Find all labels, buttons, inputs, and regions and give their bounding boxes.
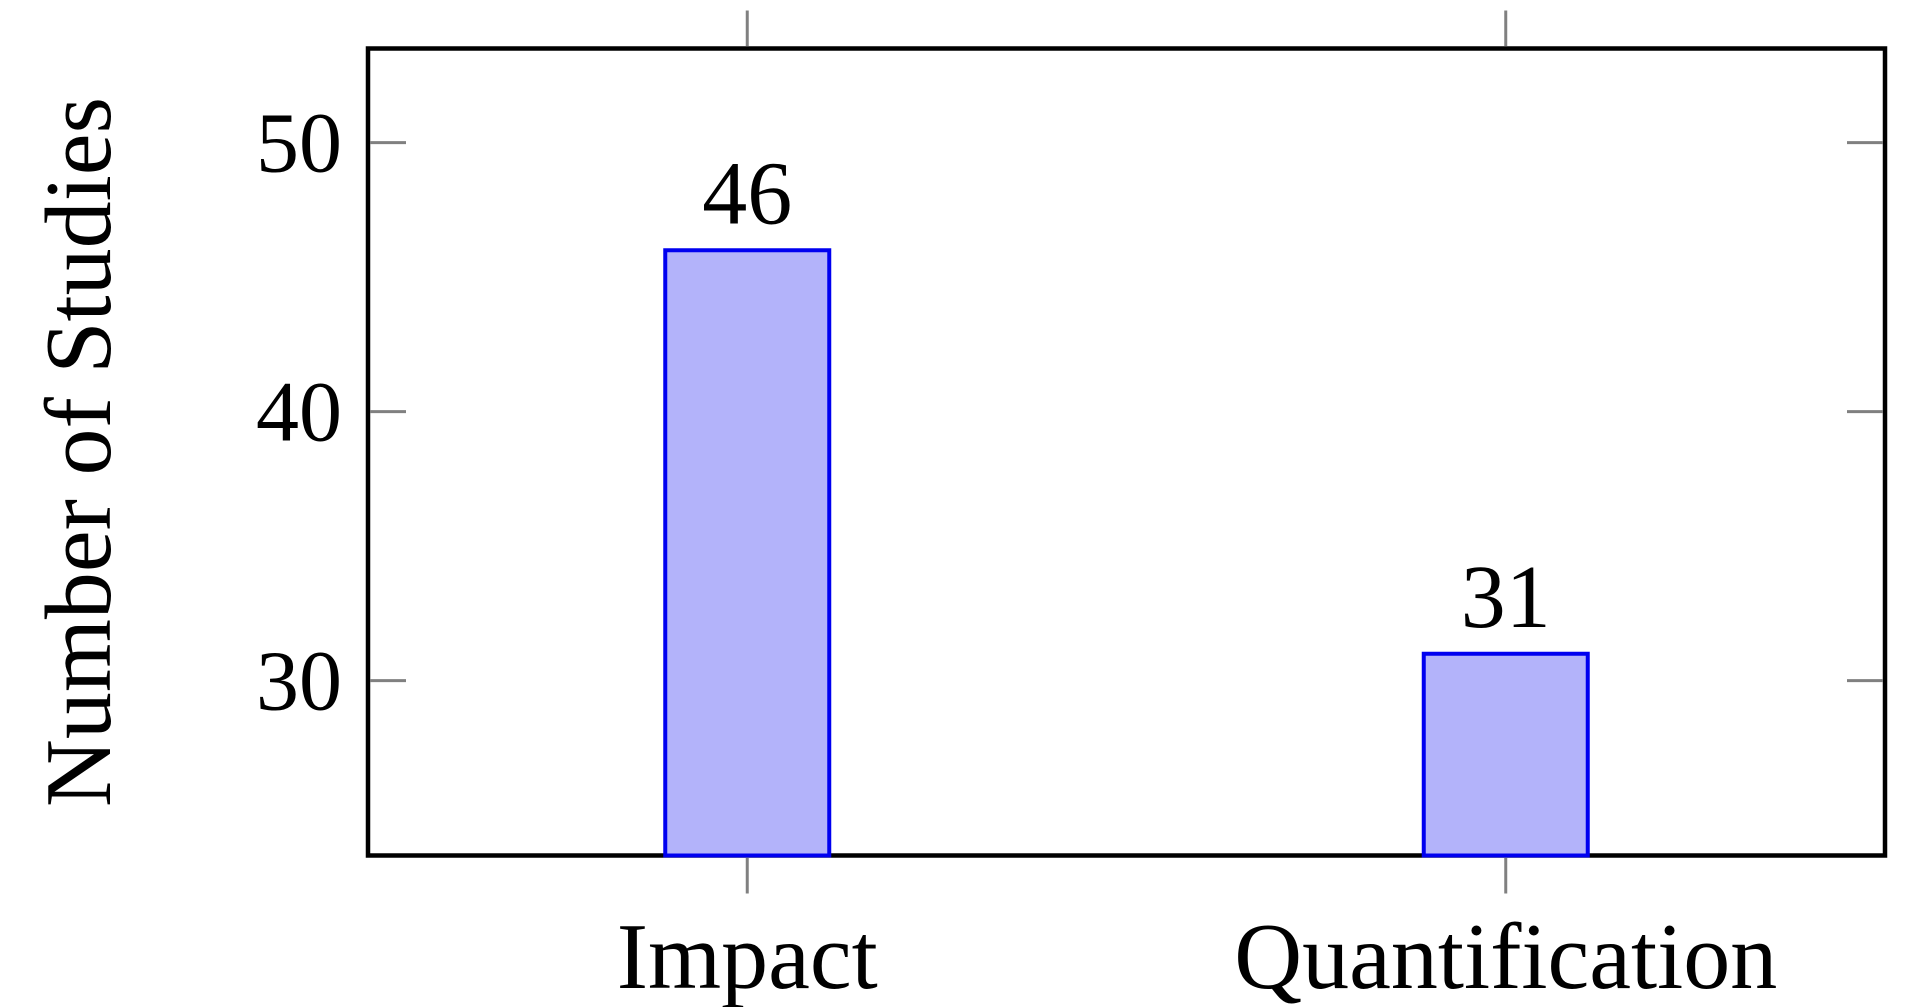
y-tick-label: 50	[256, 95, 342, 191]
y-axis-label: Number of Studies	[27, 97, 131, 807]
bar-value-label: 31	[1461, 548, 1551, 647]
bar-impact	[663, 248, 832, 858]
plot-border	[365, 46, 1888, 858]
plot-area: 30 40 50 46 Impact 31 Quantification	[256, 10, 1888, 1007]
bar-value-label: 46	[702, 144, 792, 243]
bar-quantification	[1421, 651, 1590, 858]
x-category-label: Impact	[617, 905, 878, 1007]
y-tick-label: 30	[256, 633, 342, 729]
y-tick-label: 40	[256, 364, 342, 460]
x-category-label: Quantification	[1234, 905, 1777, 1007]
